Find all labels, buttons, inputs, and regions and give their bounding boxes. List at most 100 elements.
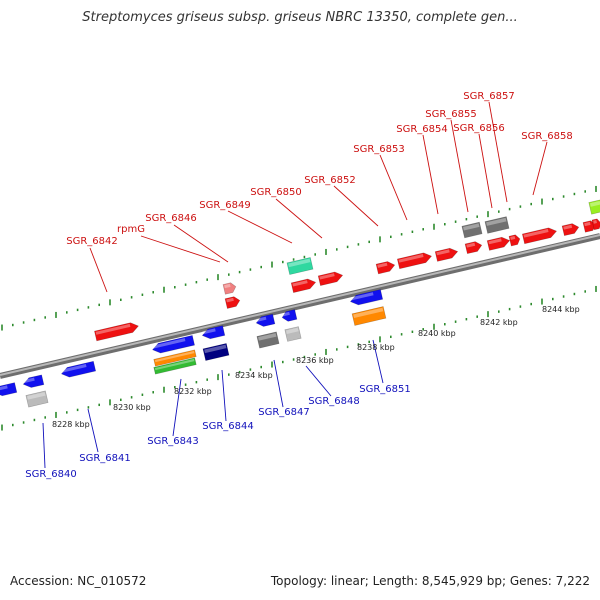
gene-reverse-shape (60, 360, 97, 378)
gene-label: SGR_6849 (199, 200, 251, 211)
gene-forward (521, 227, 558, 245)
leader-line (173, 224, 229, 263)
gene-forward (508, 234, 521, 247)
leader-line (89, 247, 108, 293)
gene-rna-shape (286, 257, 314, 275)
gene-label: SGR_6855 (425, 109, 477, 120)
gene-other-shine (589, 200, 600, 207)
gene-forward-shape (290, 278, 317, 293)
scale-tick-label: 8240 kbp (418, 329, 456, 338)
leader-line (333, 185, 379, 227)
gene-forward-shape (464, 241, 483, 255)
scale-tick-label: 8230 kbp (113, 403, 151, 412)
leader-line (221, 369, 227, 422)
gene-forward-shape (375, 261, 396, 275)
gene-forward-shine (377, 262, 388, 268)
scale-tick-label: 8238 kbp (357, 343, 395, 352)
gene-pseudo (25, 390, 49, 408)
gene-forward (486, 236, 511, 251)
gene-reverse-dark (202, 343, 230, 361)
gene-label: SGR_6858 (521, 131, 573, 142)
leader-line (488, 101, 508, 203)
gene-pseudo (461, 221, 483, 239)
gene-forward-shape (94, 322, 139, 342)
gene-forward (434, 247, 459, 262)
map-title: Streptomyces griseus subsp. griseus NBRC… (82, 10, 518, 25)
gene-label: SGR_6846 (145, 213, 197, 224)
gene-pseudo-shine (486, 217, 507, 226)
gene-label: SGR_6851 (359, 384, 411, 395)
gene-pseudo-shape (25, 390, 49, 408)
gene-reverse (22, 374, 45, 388)
gene-reverse-shape (281, 309, 298, 322)
gene-reverse-shine (282, 311, 290, 317)
gene-pseudo-shine (258, 333, 277, 341)
gene-forward-shine (584, 221, 591, 227)
leader-line (379, 154, 408, 221)
gene-forward (591, 218, 600, 231)
leader-line (140, 235, 221, 263)
gene-reverse (201, 325, 226, 340)
gene-features (0, 199, 600, 408)
gene-reverse-dark-shape (202, 343, 230, 361)
gene-forward (582, 220, 597, 233)
gene-forward-shape (521, 227, 558, 245)
gene-forward (561, 223, 580, 237)
gene-pseudo-shine (286, 327, 299, 334)
label-leader-lines (42, 101, 548, 469)
gene-reverse (255, 313, 276, 327)
gene-pseudo (484, 216, 510, 234)
gene-pseudo-shape (484, 216, 510, 234)
gene-forward-shine (523, 229, 549, 238)
gene-rna (286, 257, 314, 275)
gene-label: SGR_6842 (66, 236, 118, 247)
gene-pseudo (284, 326, 302, 342)
gene-pseudo-shape (461, 221, 483, 239)
leader-line (305, 365, 332, 397)
backbone-highlight (0, 234, 600, 376)
gene-forward (396, 252, 433, 270)
gene-forward-shape (486, 236, 511, 251)
gene-reverse-shine (0, 385, 8, 392)
gene-forward-shine (436, 249, 450, 256)
scale-rulers (1, 185, 597, 431)
gene-forward-shine (510, 235, 516, 240)
gene-forward (290, 278, 317, 293)
gene-label: SGR_6847 (258, 407, 310, 418)
gene-forward-shape (561, 223, 580, 237)
scale-tick-label: 8242 kbp (480, 318, 518, 327)
leader-line (227, 210, 293, 244)
gene-pseudo (256, 331, 280, 349)
gene-other-shape (351, 306, 387, 326)
gene-label: SGR_6844 (202, 421, 254, 432)
gene-other (351, 306, 387, 326)
gene-forward-shape (508, 234, 521, 247)
scale-tick-label: 8234 kbp (235, 371, 273, 380)
gene-forward-shine (398, 254, 424, 263)
gene-label: SGR_6841 (79, 453, 131, 464)
gene-reverse-shape (0, 382, 18, 397)
gene-reverse-shine (61, 364, 87, 373)
scale-tick-label: 8228 kbp (52, 420, 90, 429)
gene-labels: SGR_6842rpmGSGR_6846SGR_6849SGR_6850SGR_… (25, 91, 573, 480)
leader-line (42, 422, 46, 469)
leader-line (275, 198, 323, 239)
gene-forward-shine (292, 280, 308, 287)
accession-text: Accession: NC_010572 (10, 574, 147, 588)
gene-reverse (0, 382, 18, 397)
gene-forward-shine (226, 297, 234, 303)
scale-tick-label: 8236 kbp (296, 356, 334, 365)
gene-label: SGR_6848 (308, 396, 360, 407)
leader-line (532, 141, 548, 196)
gene-reverse-shape (255, 313, 276, 327)
gene-forward-shine (466, 242, 476, 248)
gene-label: rpmG (117, 224, 145, 235)
gene-label: SGR_6853 (353, 144, 405, 155)
gene-reverse-shine (350, 292, 374, 301)
gene-forward (94, 322, 139, 342)
gene-label: SGR_6856 (453, 123, 505, 134)
gene-forward (224, 296, 241, 309)
gene-forward-shine (488, 238, 502, 245)
gene-rna-shine (288, 258, 311, 268)
